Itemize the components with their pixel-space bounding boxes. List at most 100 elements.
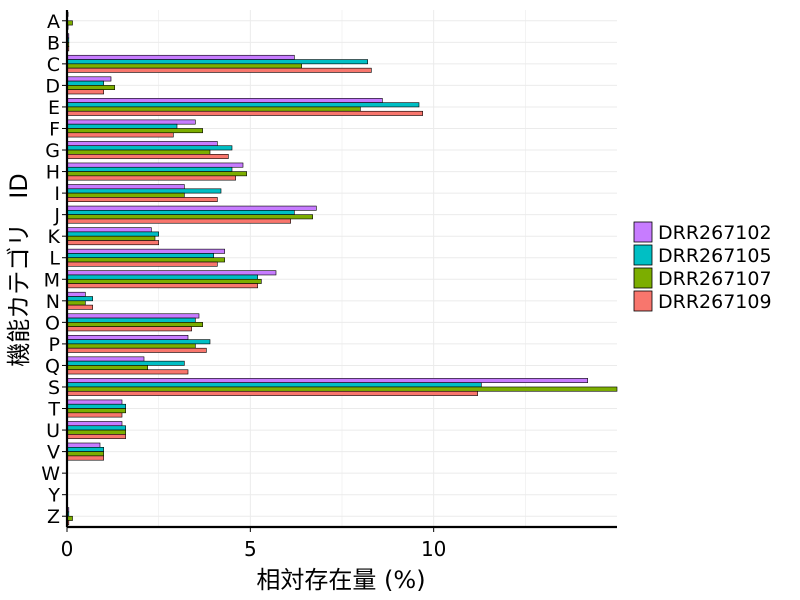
bar-T-DRR267105 [66,403,126,409]
bar-P-DRR267105 [66,339,211,345]
bar-J-DRR267107 [66,214,313,220]
x-tick-label: 10 [421,537,446,561]
category-label-G: G [45,140,60,162]
bar-Q-DRR267105 [66,360,185,366]
category-label-Q: Q [45,355,60,377]
bar-F-DRR267102 [66,119,196,125]
bar-H-DRR267105 [66,166,233,172]
bar-D-DRR267107 [66,85,115,90]
bar-E-DRR267107 [66,106,361,112]
bar-G-DRR267107 [66,149,211,155]
bar-G-DRR267109 [66,154,229,159]
bar-Q-DRR267109 [66,369,189,375]
bar-V-DRR267109 [66,455,104,461]
bar-K-DRR267105 [66,231,159,237]
bar-H-DRR267107 [66,171,247,177]
category-label-Z: Z [47,506,60,528]
axes [62,10,617,532]
category-label-W: W [41,463,60,485]
x-tick-label: 0 [61,537,74,561]
bar-I-DRR267107 [66,192,185,198]
bar-G-DRR267102 [66,141,218,147]
bar-I-DRR267105 [66,188,222,194]
bar-L-DRR267109 [66,261,218,267]
legend-swatch-DRR267109 [633,290,653,312]
bar-I-DRR267109 [66,197,218,203]
bar-S-DRR267109 [66,390,478,396]
bar-D-DRR267109 [66,89,104,95]
bar-K-DRR267107 [66,235,156,241]
category-label-J: J [53,205,60,227]
category-label-C: C [47,54,60,76]
bar-L-DRR267107 [66,257,225,263]
bar-J-DRR267102 [66,205,317,211]
bar-T-DRR267107 [66,408,126,414]
bar-E-DRR267105 [66,102,420,108]
category-label-B: B [47,32,60,54]
bar-O-DRR267105 [66,317,196,323]
bar-N-DRR267109 [66,304,93,310]
bar-Q-DRR267102 [66,356,145,362]
category-label-Y: Y [47,485,60,507]
bar-I-DRR267102 [66,184,185,190]
bar-T-DRR267109 [66,412,123,418]
legend-swatch-DRR267102 [633,221,653,243]
category-label-T: T [47,399,60,421]
category-label-I: I [54,183,60,205]
bar-J-DRR267105 [66,210,295,215]
category-label-E: E [48,97,60,119]
bar-C-DRR267102 [66,54,295,60]
bar-V-DRR267105 [66,447,104,452]
bar-H-DRR267102 [66,162,244,168]
bar-M-DRR267102 [66,270,277,276]
bar-E-DRR267102 [66,98,383,103]
bar-O-DRR267107 [66,322,203,327]
y-axis-title: 機能カテゴリ ID [5,173,33,367]
legend-label-DRR267107: DRR267107 [658,268,772,290]
bar-C-DRR267105 [66,59,368,65]
category-label-U: U [46,420,60,442]
bar-L-DRR267105 [66,253,214,259]
bar-U-DRR267109 [66,434,126,439]
bar-C-DRR267107 [66,63,302,69]
bar-L-DRR267102 [66,248,225,254]
x-tick-label: 5 [244,537,257,561]
bar-D-DRR267102 [66,76,112,82]
bar-T-DRR267102 [66,399,123,405]
bar-N-DRR267105 [66,296,93,302]
bar-M-DRR267105 [66,274,258,280]
bar-P-DRR267107 [66,343,196,349]
legend-swatch-DRR267107 [633,267,653,289]
bar-D-DRR267105 [66,80,104,86]
category-label-D: D [45,75,60,97]
bar-O-DRR267109 [66,326,192,332]
bar-S-DRR267102 [66,378,588,383]
legend-label-DRR267109: DRR267109 [658,291,772,313]
bar-K-DRR267102 [66,227,152,233]
bar-G-DRR267105 [66,145,233,151]
x-tick-labels: 0 5 10 [61,537,447,561]
bar-F-DRR267105 [66,123,178,129]
bar-P-DRR267102 [66,334,189,340]
bar-P-DRR267109 [66,347,207,353]
bar-N-DRR267102 [66,291,86,297]
bar-V-DRR267107 [66,451,104,457]
bar-F-DRR267107 [66,128,203,134]
bar-N-DRR267107 [66,300,86,306]
category-label-S: S [48,377,60,399]
bar-U-DRR267107 [66,429,126,435]
legend-swatch-DRR267105 [633,244,653,266]
category-label-M: M [44,269,60,291]
bar-S-DRR267105 [66,382,482,388]
bar-H-DRR267109 [66,175,236,181]
bar-F-DRR267109 [66,132,174,138]
category-label-V: V [47,442,60,464]
category-label-L: L [49,248,60,270]
bar-Q-DRR267107 [66,365,148,371]
bar-O-DRR267102 [66,313,200,319]
category-label-F: F [49,118,60,140]
x-axis-title: 相対存在量 (%) [256,566,425,594]
